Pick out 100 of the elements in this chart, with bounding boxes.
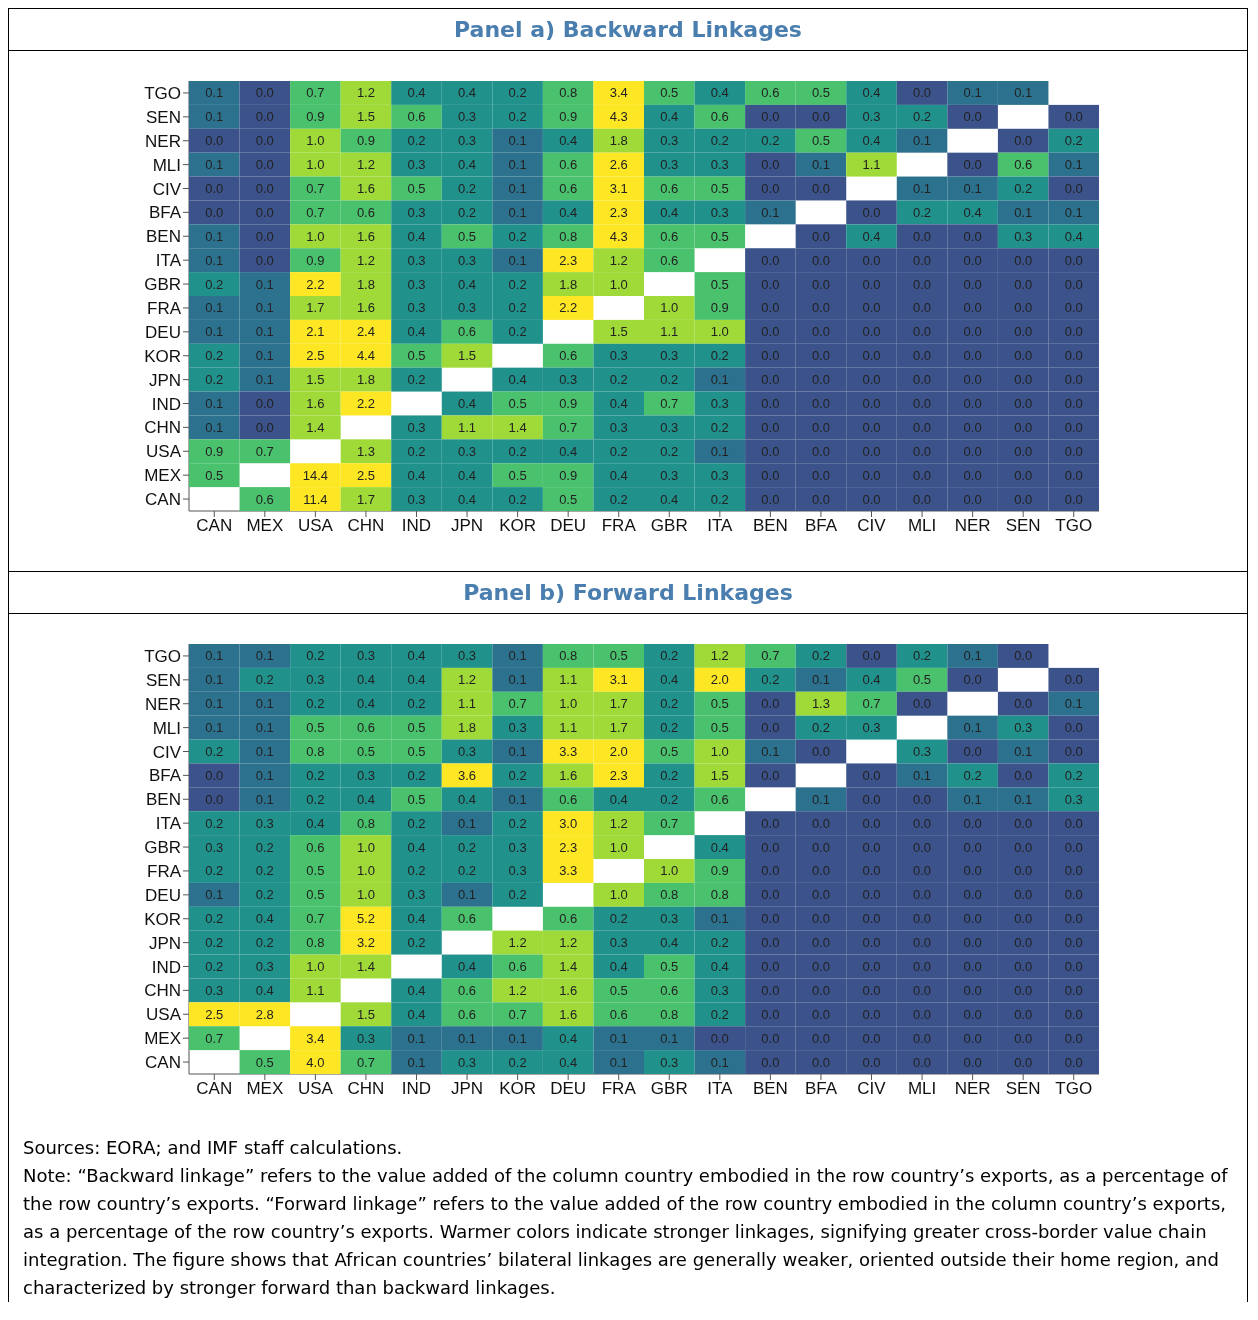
data-label: 0.2: [710, 348, 729, 364]
data-label: 0.2: [407, 815, 426, 831]
data-label: 0.0: [913, 863, 932, 879]
y-tick-label: IND: [151, 957, 181, 977]
data-label: 0.0: [913, 85, 932, 101]
data-label: 0.0: [761, 324, 780, 340]
data-label: 0.9: [710, 863, 729, 879]
data-label: 0.0: [1014, 911, 1033, 927]
data-label: 0.0: [963, 443, 982, 459]
data-label: 0.3: [407, 491, 426, 507]
data-label: 0.0: [913, 982, 932, 998]
data-label: 1.2: [356, 157, 375, 173]
data-label: 0.2: [609, 443, 628, 459]
data-label: 1.3: [811, 696, 830, 712]
data-label: 0.0: [761, 720, 780, 736]
data-label: 0.3: [255, 959, 274, 975]
data-label: 0.0: [913, 324, 932, 340]
data-label: 0.0: [1014, 696, 1033, 712]
data-label: 0.0: [862, 204, 881, 220]
data-label: 0.3: [710, 157, 729, 173]
data-label: 0.0: [761, 467, 780, 483]
data-label: 0.0: [1014, 324, 1033, 340]
x-tick-label: ITA: [707, 516, 734, 536]
x-tick-label: BFA: [804, 1079, 838, 1099]
data-label: 0.7: [761, 648, 780, 664]
data-label: 0.3: [862, 109, 881, 125]
data-label: 0.3: [205, 839, 224, 855]
data-label: 0.0: [862, 863, 881, 879]
data-label: 0.0: [862, 648, 881, 664]
data-label: 0.0: [1064, 443, 1083, 459]
data-label: 1.2: [508, 982, 527, 998]
data-label: 0.0: [963, 744, 982, 760]
data-label: 0.3: [710, 982, 729, 998]
data-label: 0.0: [761, 491, 780, 507]
data-label: 3.1: [609, 181, 628, 197]
data-label: 0.8: [306, 744, 325, 760]
data-label: 0.0: [913, 348, 932, 364]
data-label: 0.2: [508, 767, 527, 783]
data-label: 0.2: [255, 839, 274, 855]
data-label: 0.0: [1014, 372, 1033, 388]
data-label: 0.0: [1014, 935, 1033, 951]
data-label: 0.4: [862, 228, 881, 244]
data-label: 0.0: [913, 696, 932, 712]
data-label: 0.2: [205, 276, 224, 292]
data-label: 0.0: [761, 419, 780, 435]
data-label: 0.2: [913, 204, 932, 220]
data-label: 0.1: [1014, 744, 1033, 760]
data-label: 0.0: [963, 228, 982, 244]
data-label: 0.8: [559, 648, 578, 664]
data-label: 0.2: [407, 133, 426, 149]
data-label: 0.8: [306, 935, 325, 951]
data-label: 3.3: [559, 744, 578, 760]
data-label: 0.5: [458, 228, 477, 244]
x-tick-label: CAN: [196, 516, 233, 536]
data-label: 0.0: [811, 959, 830, 975]
data-label: 1.2: [710, 648, 729, 664]
data-label: 1.0: [306, 959, 325, 975]
data-label: 0.6: [710, 791, 729, 807]
data-label: 0.1: [508, 648, 527, 664]
data-label: 3.4: [306, 1030, 325, 1046]
data-label: 0.5: [407, 348, 426, 364]
data-label: 0.2: [508, 276, 527, 292]
data-label: 1.6: [306, 396, 325, 412]
data-label: 0.4: [407, 85, 426, 101]
data-label: 0.4: [458, 276, 477, 292]
data-label: 1.4: [306, 419, 325, 435]
data-label: 0.1: [508, 157, 527, 173]
data-label: 0.5: [660, 85, 679, 101]
data-label: 1.6: [356, 181, 375, 197]
data-label: 0.0: [811, 467, 830, 483]
data-label: 1.8: [458, 720, 477, 736]
data-label: 0.0: [963, 982, 982, 998]
data-label: 0.3: [710, 396, 729, 412]
data-label: 0.3: [407, 276, 426, 292]
data-label: 3.6: [458, 767, 477, 783]
data-label: 0.7: [862, 696, 881, 712]
data-label: 0.2: [407, 696, 426, 712]
data-label: 0.6: [710, 109, 729, 125]
data-label: 0.1: [508, 672, 527, 688]
data-label: 0.4: [660, 672, 679, 688]
data-label: 0.4: [458, 396, 477, 412]
data-label: 0.1: [205, 696, 224, 712]
data-label: 0.5: [559, 491, 578, 507]
data-label: 0.0: [761, 372, 780, 388]
data-label: 0.3: [1064, 791, 1083, 807]
x-tick-label: JPN: [450, 516, 484, 536]
data-label: 1.2: [559, 935, 578, 951]
data-label: 1.3: [356, 443, 375, 459]
data-label: 0.7: [306, 911, 325, 927]
data-label: 0.3: [356, 648, 375, 664]
data-label: 0.0: [811, 1054, 830, 1070]
data-label: 0.0: [963, 157, 982, 173]
data-label: 1.7: [306, 300, 325, 316]
data-label: 0.3: [660, 348, 679, 364]
data-label: 0.7: [508, 1006, 527, 1022]
data-label: 0.5: [205, 467, 224, 483]
data-label: 0.6: [458, 324, 477, 340]
chart-title: Panel a) Backward Linkages: [9, 8, 1247, 51]
data-label: 0.6: [306, 839, 325, 855]
data-label: 1.6: [559, 1006, 578, 1022]
